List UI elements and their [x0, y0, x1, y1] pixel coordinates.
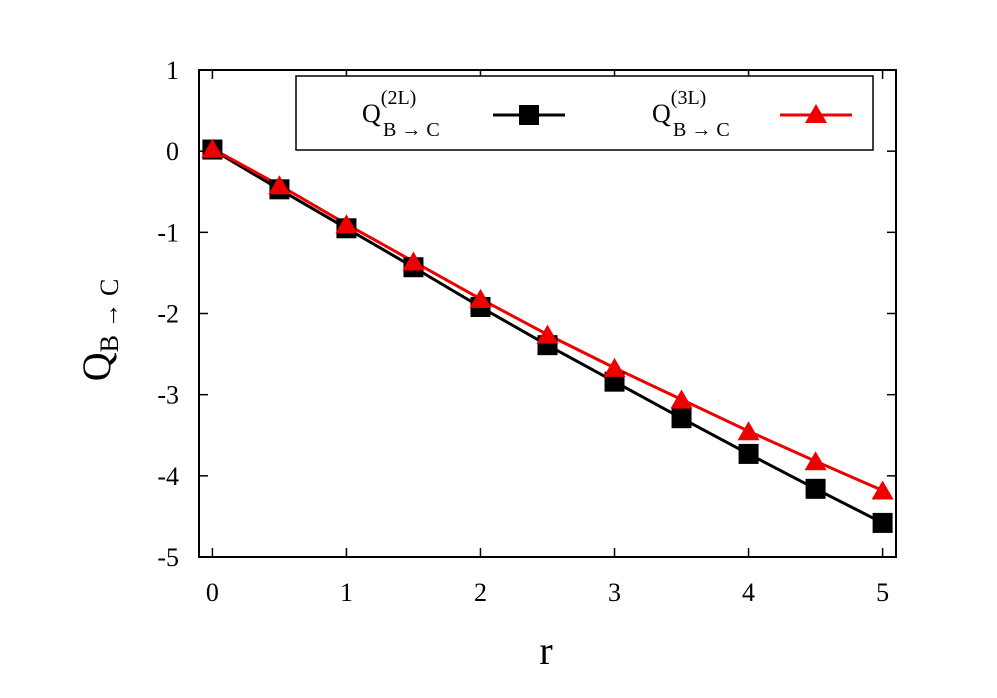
- tick-label-group: 0 1 2 3 4 5 1 0 -1 -2 -3 -4 -5: [157, 56, 889, 607]
- y-axis-title-sub: B → C: [95, 279, 124, 353]
- legend-label-3L-sup: (3L): [671, 87, 707, 109]
- data-point-triangle: [737, 421, 760, 441]
- data-point-square: [872, 512, 893, 533]
- y-tick-label: -4: [157, 462, 179, 491]
- legend-label-3L: Q(3L) B → C: [652, 87, 730, 141]
- legend-label-2L: Q(2L) B → C: [362, 87, 440, 141]
- x-tick-label: 4: [742, 578, 755, 607]
- x-tick-label: 0: [206, 578, 219, 607]
- data-point-triangle: [871, 480, 894, 500]
- plot-frame: [198, 69, 897, 558]
- legend-marker-3L: [805, 104, 827, 123]
- legend-entry-3L: Q(3L) B → C: [652, 87, 852, 141]
- data-point-triangle: [603, 357, 626, 377]
- data-point-triangle: [469, 288, 492, 308]
- x-tick-label: 1: [340, 578, 353, 607]
- data-point-triangle: [335, 214, 358, 234]
- y-tick-label: 1: [166, 56, 179, 85]
- legend-label-2L-main: Q: [362, 99, 381, 128]
- y-tick-label: -5: [157, 543, 179, 572]
- data-point-triangle: [268, 175, 291, 195]
- data-point-square: [738, 443, 759, 464]
- data-point-triangle: [402, 251, 425, 271]
- series-markers: [201, 138, 894, 533]
- legend: Q(2L) B → C Q(3L) B → C: [295, 75, 874, 151]
- data-point-triangle: [804, 451, 827, 471]
- legend-marker-2L: [519, 105, 539, 125]
- data-point-triangle: [536, 324, 559, 344]
- data-point-square: [671, 408, 692, 429]
- x-tick-label: 5: [876, 578, 889, 607]
- y-tick-label: -3: [157, 381, 179, 410]
- y-tick-label: 0: [166, 137, 179, 166]
- legend-label-3L-main: Q: [652, 99, 671, 128]
- legend-label-2L-sub: B → C: [383, 119, 440, 141]
- legend-label-3L-sub: B → C: [673, 119, 730, 141]
- legend-box: [295, 75, 874, 151]
- data-point-triangle: [201, 138, 224, 158]
- x-tick-label: 2: [474, 578, 487, 607]
- x-tick-label: 3: [608, 578, 621, 607]
- y-axis-title: QB → C: [74, 279, 124, 382]
- legend-label-2L-sup: (2L): [381, 87, 417, 109]
- y-axis-title-main: Q: [74, 352, 119, 381]
- y-tick-label: -1: [157, 218, 179, 247]
- data-point-square: [805, 478, 826, 499]
- y-tick-label: -2: [157, 300, 179, 329]
- data-point-triangle: [670, 389, 693, 409]
- legend-entry-2L: Q(2L) B → C: [362, 87, 565, 141]
- x-axis-title: r: [539, 628, 552, 673]
